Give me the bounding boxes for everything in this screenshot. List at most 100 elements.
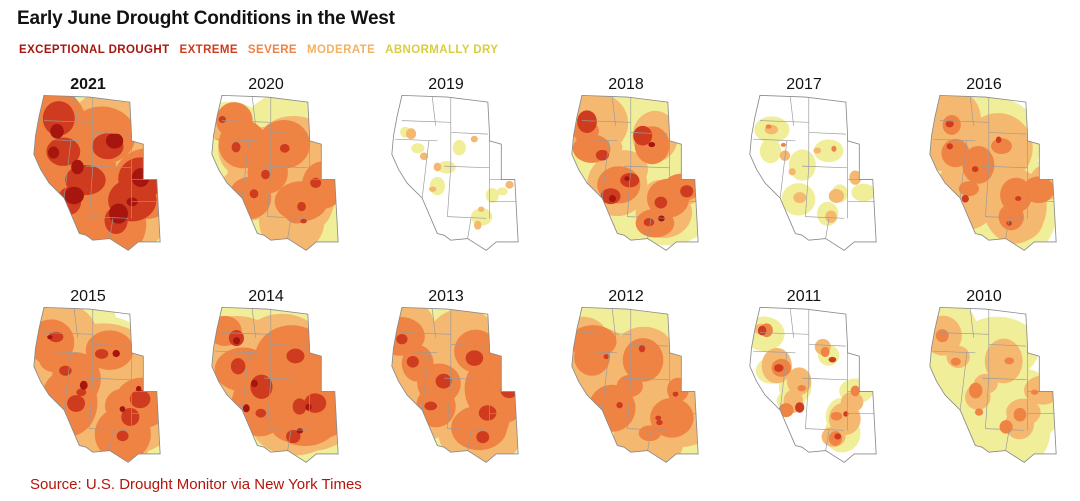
region-outline (33, 94, 161, 251)
region-outline (33, 306, 161, 463)
drought-area-extreme (478, 405, 497, 421)
state-border (467, 218, 472, 239)
drought-area-moderate (505, 180, 514, 189)
state-border (647, 430, 652, 451)
state-border (982, 165, 1028, 169)
drought-map-2014 (211, 306, 339, 463)
region-outline (211, 94, 339, 251)
state-border (270, 132, 308, 135)
state-border (805, 166, 810, 217)
drought-area-extreme (465, 350, 484, 366)
drought-map-2021 (33, 94, 161, 251)
drought-area-severe (1023, 176, 1055, 204)
state-border (802, 165, 848, 169)
state-border (264, 165, 310, 169)
drought-area-extreme (300, 218, 307, 224)
drought-area-dry (485, 188, 499, 203)
state-border (601, 352, 610, 411)
legend-item-exceptional: EXCEPTIONAL DROUGHT (19, 44, 170, 56)
state-border (985, 428, 1025, 431)
state-border (109, 218, 114, 239)
state-border (92, 132, 130, 135)
drought-area-exceptional (233, 337, 241, 345)
drought-area-extreme (59, 365, 72, 376)
state-border (221, 120, 271, 123)
state-border (450, 344, 488, 347)
state-border (89, 166, 94, 217)
state-border (753, 138, 796, 142)
state-border (985, 216, 1025, 219)
drought-area-severe (991, 138, 1012, 155)
year-label-2011: 2011 (786, 288, 822, 305)
drought-area-severe (85, 330, 134, 370)
drought-area-severe (667, 377, 689, 402)
drought-map-2010 (929, 306, 1057, 463)
drought-area-exceptional (50, 124, 64, 139)
drought-area-severe (778, 403, 794, 418)
drought-area-extreme (654, 196, 668, 209)
drought-area-extreme (218, 116, 226, 123)
state-border (753, 350, 796, 354)
state-border (627, 378, 632, 429)
region-outline (391, 306, 519, 463)
state-border (267, 166, 272, 217)
state-border (447, 378, 452, 429)
state-border (215, 350, 258, 354)
drought-area-dry (851, 183, 876, 202)
drought-area-severe (831, 145, 837, 152)
drought-area-extreme (680, 185, 694, 198)
drought-map-2017 (749, 94, 877, 251)
state-border (988, 132, 1026, 135)
state-border (401, 120, 451, 123)
drought-map-2019 (391, 94, 519, 251)
drought-area-extreme (230, 358, 246, 375)
drought-area-dry (759, 138, 782, 164)
drought-area-extreme (616, 401, 623, 409)
state-border (630, 344, 668, 347)
drought-area-extreme (67, 395, 86, 412)
state-border (825, 430, 830, 451)
state-border (37, 350, 80, 354)
drought-area-moderate (428, 186, 437, 192)
drought-area-extreme (774, 364, 784, 372)
year-label-2015: 2015 (70, 288, 106, 305)
state-border (611, 97, 616, 126)
drought-area-moderate (433, 162, 442, 172)
state-border (447, 216, 487, 219)
state-border (575, 138, 618, 142)
state-border (985, 378, 990, 429)
drought-area-extreme (292, 398, 307, 415)
drought-area-moderate (984, 338, 1023, 384)
drought-area-extreme (476, 430, 490, 444)
state-border (630, 132, 668, 135)
state-border (421, 352, 430, 411)
drought-area-dry (788, 149, 816, 181)
state-border (86, 377, 132, 381)
drought-area-extreme (406, 355, 419, 368)
state-border (63, 140, 72, 199)
drought-area-extreme (129, 389, 151, 409)
drought-area-moderate (1023, 375, 1057, 405)
drought-area-severe (797, 384, 807, 392)
state-border (444, 165, 490, 169)
state-border (109, 430, 114, 451)
state-border (808, 344, 846, 347)
state-border (395, 350, 438, 354)
drought-area-moderate (793, 192, 807, 204)
drought-area-extreme (1006, 220, 1012, 226)
state-border (37, 138, 80, 142)
drought-area-extreme (76, 388, 87, 397)
drought-area-severe (820, 346, 830, 358)
drought-area-extreme (577, 110, 597, 134)
region-outline (929, 306, 1057, 463)
drought-area-extreme (656, 419, 663, 426)
drought-area-extreme (843, 411, 849, 417)
drought-area-extreme (1015, 196, 1022, 202)
state-border (601, 140, 610, 199)
drought-area-severe (968, 382, 983, 399)
drought-area-severe (935, 329, 949, 343)
drought-area-moderate (788, 168, 796, 176)
state-border (624, 377, 670, 381)
legend-item-extreme: EXTREME (179, 44, 238, 56)
state-border (627, 428, 667, 431)
